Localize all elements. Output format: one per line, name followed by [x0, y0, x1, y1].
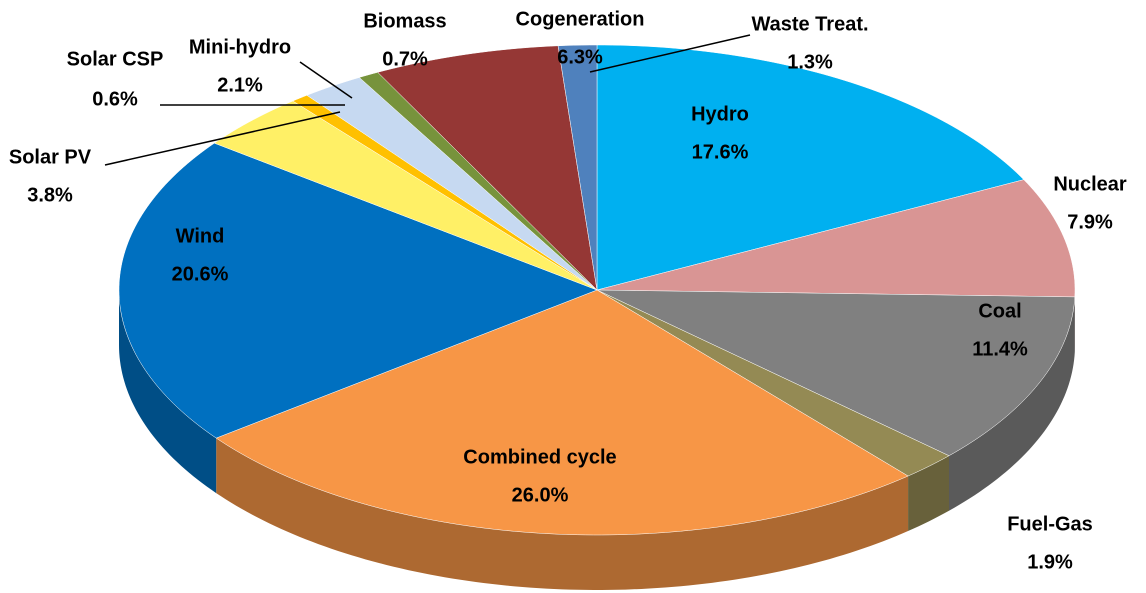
slice	[596, 289, 1076, 457]
slice-label: Fuel-Gas	[1007, 513, 1093, 535]
value-label: 6.3%	[557, 46, 603, 68]
slice-label: Mini-hydro	[189, 36, 291, 58]
slice-label: Biomass	[363, 10, 446, 32]
value-label: 0.6%	[92, 88, 138, 110]
slice-label: Waste Treat.	[751, 13, 868, 35]
slice	[306, 77, 598, 291]
slice	[596, 44, 1025, 291]
slice-label: Nuclear	[1053, 173, 1127, 195]
slice-label: Solar CSP	[67, 48, 164, 70]
slice-label: Wind	[176, 225, 225, 247]
value-label: 1.9%	[1027, 551, 1073, 573]
value-label: 1.3%	[787, 51, 833, 73]
value-label: 7.9%	[1067, 211, 1113, 233]
slice-side	[119, 290, 217, 494]
leader-line	[104, 111, 341, 166]
slice-label: Hydro	[691, 103, 749, 125]
slice	[118, 142, 598, 439]
slice-label: Solar PV	[9, 146, 92, 168]
value-label: 20.6%	[172, 263, 229, 285]
slice-side	[908, 455, 949, 532]
slice-label: Coal	[978, 300, 1021, 322]
slice	[596, 289, 950, 477]
leader-line	[589, 34, 751, 73]
value-label: 26.0%	[512, 484, 569, 506]
slice-label: Combined cycle	[463, 446, 616, 468]
value-label: 3.8%	[27, 184, 73, 206]
value-label: 2.1%	[217, 74, 263, 96]
slice-side	[948, 296, 1075, 511]
value-label: 0.7%	[382, 48, 428, 70]
slice	[557, 44, 598, 291]
slice-label: Cogeneration	[516, 8, 645, 30]
slice	[596, 179, 1076, 298]
slice	[215, 289, 909, 536]
value-label: 11.4%	[972, 338, 1028, 360]
slice	[377, 45, 598, 291]
value-label: 17.6%	[692, 141, 749, 163]
slice-side	[216, 438, 909, 590]
leader-line	[299, 61, 353, 99]
